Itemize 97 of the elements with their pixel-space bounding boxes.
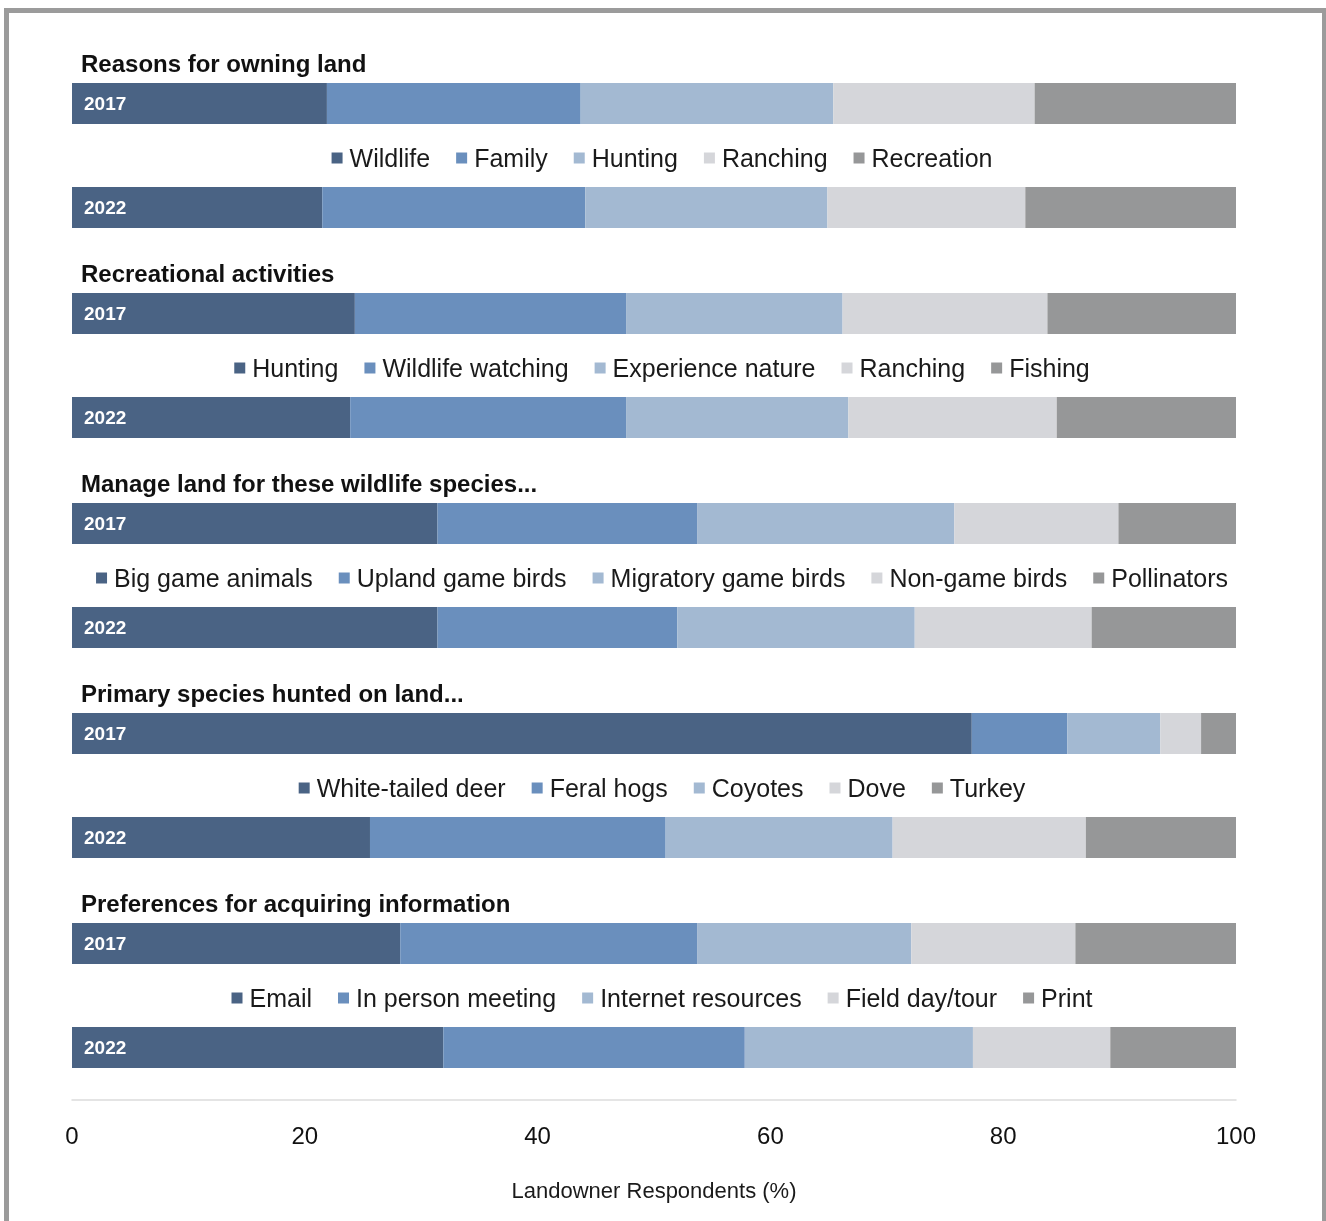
bar [580,83,834,124]
chart-title: Primary species hunted on land... [81,679,464,707]
x-tick-label: 40 [524,1122,551,1149]
chart-title: Preferences for acquiring information [81,889,511,917]
chart-title: Manage land for these wildlife species... [81,469,538,497]
bar [72,293,355,334]
legend-label: Fishing [1009,354,1090,382]
bar [72,817,370,858]
y-tick-label: 2017 [84,93,127,114]
bar [326,83,581,124]
legend-label: White-tailed deer [316,774,506,802]
bar [911,923,1076,964]
bar [827,187,1026,228]
legend-label: Ranching [721,144,828,172]
bar [585,187,828,228]
bar [72,923,401,964]
bar [626,397,849,438]
bar [744,1027,973,1068]
bar [892,817,1086,858]
bar [697,923,912,964]
y-tick-label: 2017 [84,723,127,744]
bar [72,503,438,544]
bar [1067,713,1161,754]
legend-label: Hunting [591,144,678,172]
legend-label: Wildlife [349,144,431,172]
bar [833,83,1035,124]
bar [72,1027,444,1068]
chart-title: Reasons for owning land [81,49,367,77]
legend-label: Wildlife watching [382,354,569,382]
legend-label: Ranching [859,354,966,382]
bar [1056,397,1236,438]
legend-label: Turkey [949,774,1026,802]
legend-label: Internet resources [600,984,802,1012]
x-tick-label: 0 [65,1122,79,1149]
legend-label: Big game animals [114,564,313,592]
y-tick-label: 2022 [84,617,127,638]
bar [914,607,1092,648]
bar [354,293,627,334]
legend-label: Dove [847,774,906,802]
legend-label: Pollinators [1111,564,1228,592]
legend-label: Email [249,984,313,1012]
bar [677,607,915,648]
bar [369,817,666,858]
bar [971,713,1068,754]
bar [954,503,1119,544]
x-tick-label: 20 [291,1122,319,1149]
bar [1201,713,1236,754]
x-tick-label: 60 [757,1122,784,1149]
bar [972,1027,1111,1068]
bar [842,293,1048,334]
legend-label: Field day/tour [845,984,998,1012]
bar [443,1027,745,1068]
legend-label: Recreation [871,144,993,172]
legend-label: In person meeting [356,984,557,1012]
x-axis-title: Landowner Respondents (%) [511,1178,797,1203]
bar [72,83,327,124]
bar [437,607,678,648]
bar [1118,503,1236,544]
legend-label: Hunting [252,354,339,382]
legend-label: Non-game birds [889,564,1068,592]
legend-label: Feral hogs [549,774,668,802]
y-tick-label: 2022 [84,827,127,848]
bar [1160,713,1202,754]
bar [1085,817,1236,858]
legend-label: Upland game birds [356,564,567,592]
legend-label: Migratory game birds [610,564,846,592]
legend-label: Experience nature [612,354,816,382]
bar [72,607,438,648]
y-tick-label: 2017 [84,933,127,954]
bar [322,187,586,228]
legend-label: Family [474,144,549,172]
bar [72,713,972,754]
bar [437,503,698,544]
bar [848,397,1057,438]
y-tick-label: 2022 [84,197,127,218]
x-tick-label: 80 [989,1122,1017,1149]
y-tick-label: 2017 [84,303,127,324]
y-tick-label: 2022 [84,407,127,428]
bar [400,923,698,964]
bar [697,503,955,544]
bar [1025,187,1236,228]
bar [1075,923,1236,964]
bar [1047,293,1236,334]
bar [1034,83,1236,124]
x-tick-label: 100 [1215,1122,1257,1149]
y-tick-label: 2022 [84,1037,127,1058]
bar [1110,1027,1236,1068]
bar [72,397,351,438]
bar [1091,607,1236,648]
y-tick-label: 2017 [84,513,127,534]
legend-label: Coyotes [711,774,804,802]
bar [665,817,893,858]
legend-label: Print [1041,984,1093,1012]
bar [72,187,323,228]
bar [626,293,843,334]
bar [350,397,627,438]
chart-title: Recreational activities [81,259,335,287]
